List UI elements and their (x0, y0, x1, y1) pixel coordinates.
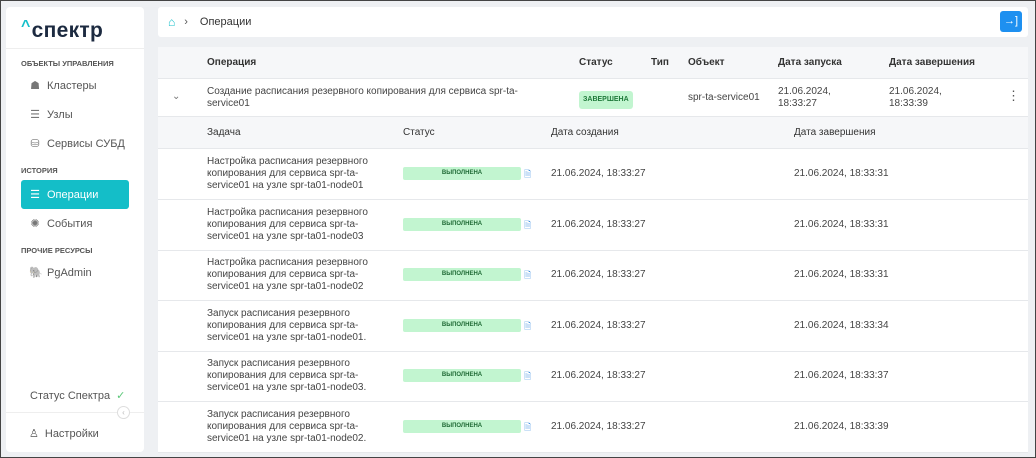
task-created: 21.06.2024, 18:33:27 (551, 421, 646, 432)
pgadmin-icon: 🐘 (29, 266, 43, 279)
task-created: 21.06.2024, 18:33:27 (551, 269, 646, 281)
sidebar-item-label: Узлы (47, 108, 73, 121)
task-header: Задача Статус Дата создания Дата заверше… (158, 117, 1028, 149)
sidebar-item-nodes[interactable]: ☰ Узлы (21, 100, 129, 129)
breadcrumb-current: Операции (199, 16, 252, 28)
divider (6, 412, 144, 413)
task-status-badge: ВЫПОЛНЕНА (403, 369, 521, 383)
task-finished: 21.06.2024, 18:33:34 (794, 319, 889, 331)
log-document-icon[interactable]: 🗎 (524, 422, 532, 432)
clusters-icon: ☗ (30, 79, 40, 92)
sidebar-item-operations[interactable]: ☰ Операции (21, 180, 129, 209)
section-title: ПРОЧИЕ РЕСУРСЫ (21, 246, 93, 255)
sidebar-item-label: События (47, 217, 93, 230)
task-status-badge: ВЫПОЛНЕНА (403, 318, 521, 332)
header-finished: Дата завершения (794, 127, 876, 138)
sidebar-item-events[interactable]: ✺ События (21, 209, 129, 238)
sidebar-item-clusters[interactable]: ☗ Кластеры (21, 71, 129, 100)
logo[interactable]: ^спектр (6, 7, 144, 49)
task-status-badge: ВЫПОЛНЕНА (403, 420, 521, 433)
sidebar: ^спектр ОБЪЕКТЫ УПРАВЛЕНИЯ ☗ Кластеры ☰ Уз… (6, 7, 144, 452)
spectr-status[interactable]: Статус Спектра ✓ (30, 389, 125, 402)
user-icon: ♙ (29, 428, 39, 440)
task-name: Запуск расписания резервного копирования… (207, 358, 367, 394)
operation-row[interactable]: ⌄ Создание расписания резервного копиров… (158, 79, 1028, 117)
log-document-icon[interactable]: 🗎 (524, 219, 532, 230)
sidebar-item-pgadmin[interactable]: 🐘 PgAdmin (21, 258, 129, 287)
task-status-badge: ВЫПОЛНЕНА (403, 268, 521, 282)
log-document-icon[interactable]: 🗎 (524, 371, 532, 382)
chevron-right-icon: › (184, 16, 188, 28)
events-icon: ✺ (30, 217, 40, 230)
operation-start: 21.06.2024, 18:33:27 (778, 86, 831, 109)
sidebar-item-label: Сервисы СУБД (47, 137, 125, 150)
log-document-icon[interactable]: 🗎 (524, 169, 532, 179)
settings-link[interactable]: ♙ Настройки (29, 427, 99, 441)
task-finished: 21.06.2024, 18:33:31 (794, 168, 889, 179)
header-created: Дата создания (551, 127, 619, 138)
task-name: Настройка расписания резервного копирова… (207, 257, 368, 293)
task-created: 21.06.2024, 18:33:27 (551, 168, 646, 179)
task-row[interactable]: Запуск расписания резервного копирования… (158, 402, 1028, 453)
task-created: 21.06.2024, 18:33:27 (551, 319, 646, 331)
db-services-icon: ⛁ (30, 137, 40, 150)
breadcrumb: ⌂ › Операции →] (158, 7, 1028, 37)
task-name: Запуск расписания резервного копирования… (207, 307, 367, 343)
task-name: Настройка расписания резервного копирова… (207, 206, 368, 242)
check-icon: ✓ (116, 390, 126, 402)
task-row[interactable]: Настройка расписания резервного копирова… (158, 250, 1028, 302)
nodes-icon: ☰ (30, 108, 40, 121)
logo-text: спектр (31, 19, 104, 42)
operation-object: spr-ta-service01 (688, 92, 760, 103)
task-row[interactable]: Запуск расписания резервного копирования… (158, 301, 1028, 352)
task-name: Запуск расписания резервного копирования… (207, 409, 367, 444)
task-finished: 21.06.2024, 18:33:37 (794, 370, 889, 382)
task-status-badge: ВЫПОЛНЕНА (403, 167, 521, 180)
header-start: Дата запуска (778, 57, 842, 68)
header-end: Дата завершения (889, 57, 975, 68)
sidebar-item-label: Операции (47, 188, 99, 201)
home-icon[interactable]: ⌂ (168, 15, 176, 29)
sidebar-item-label: PgAdmin (47, 266, 92, 279)
header-object: Объект (688, 57, 725, 68)
operation-end: 21.06.2024, 18:33:39 (889, 86, 942, 109)
task-row[interactable]: Запуск расписания резервного копирования… (158, 351, 1028, 403)
status-badge: ЗАВЕРШЕНА (579, 91, 633, 109)
status-label: Статус Спектра (30, 390, 111, 402)
task-status-badge: ВЫПОЛНЕНА (403, 217, 521, 231)
log-document-icon[interactable]: 🗎 (524, 270, 532, 281)
header-operation: Операция (207, 57, 257, 68)
section-title: ОБЪЕКТЫ УПРАВЛЕНИЯ (21, 59, 114, 68)
operations-table: Операция Статус Тип Объект Дата запуска … (158, 47, 1028, 453)
header-type: Тип (651, 57, 669, 68)
settings-label: Настройки (44, 427, 99, 440)
task-created: 21.06.2024, 18:33:27 (551, 370, 646, 382)
task-finished: 21.06.2024, 18:33:31 (794, 218, 889, 230)
collapse-sidebar-icon[interactable]: ‹ (117, 406, 130, 419)
more-menu-icon[interactable]: ⋮ (1007, 88, 1020, 103)
table-header: Операция Статус Тип Объект Дата запуска … (158, 47, 1028, 79)
logout-icon: →] (1003, 15, 1019, 27)
sidebar-item-label: Кластеры (47, 79, 97, 92)
operations-icon: ☰ (30, 188, 40, 201)
task-name: Настройка расписания резервного копирова… (207, 156, 368, 191)
task-row[interactable]: Настройка расписания резервного копирова… (158, 200, 1028, 251)
log-document-icon[interactable]: 🗎 (524, 320, 532, 331)
operation-name: Создание расписания резервного копирован… (207, 86, 518, 109)
logout-button[interactable]: →] (1000, 11, 1022, 32)
task-row[interactable]: Настройка расписания резервного копирова… (158, 149, 1028, 200)
chevron-down-icon[interactable]: ⌄ (172, 91, 181, 102)
header-status: Статус (579, 57, 613, 68)
header-task-status: Статус (403, 127, 435, 138)
task-finished: 21.06.2024, 18:33:39 (794, 421, 889, 432)
section-title: ИСТОРИЯ (21, 166, 58, 175)
task-finished: 21.06.2024, 18:33:31 (794, 269, 889, 281)
header-task: Задача (207, 127, 241, 138)
sidebar-item-db-services[interactable]: ⛁ Сервисы СУБД (21, 129, 129, 158)
task-created: 21.06.2024, 18:33:27 (551, 218, 646, 230)
